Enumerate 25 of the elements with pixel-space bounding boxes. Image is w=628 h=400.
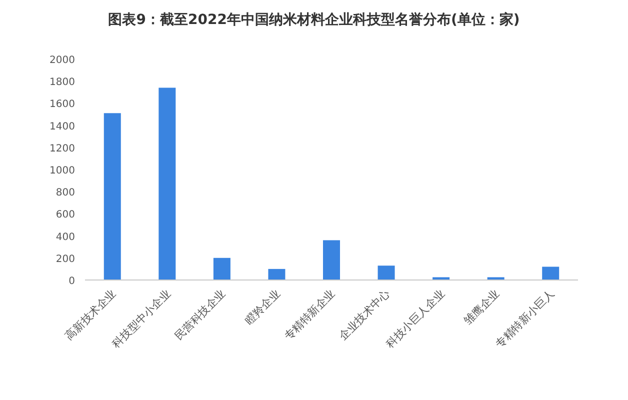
bar (487, 277, 504, 280)
y-tick-label: 1800 (50, 77, 75, 88)
y-tick-label: 800 (56, 188, 75, 199)
x-tick-label: 民营科技企业 (172, 286, 228, 343)
bar (213, 258, 230, 280)
y-tick-label: 600 (56, 210, 75, 221)
y-tick-label: 1400 (50, 121, 75, 132)
x-tick-label: 瞪羚企业 (242, 286, 283, 328)
bar (104, 113, 121, 280)
x-tick-label: 雏鹰企业 (462, 286, 502, 328)
y-tick-label: 1000 (50, 166, 75, 176)
y-tick-label: 200 (56, 254, 75, 265)
bar (323, 240, 340, 280)
bar (158, 88, 176, 280)
bar (542, 266, 560, 280)
bar (378, 266, 395, 280)
chart-title: 图表9：截至2022年中国纳米材料企业科技型名誉分布(单位：家) (108, 11, 520, 28)
y-tick-label: 400 (56, 232, 75, 243)
bar (432, 277, 450, 280)
y-tick-label: 1200 (50, 143, 75, 154)
x-tick-label: 专精特新企业 (282, 286, 338, 343)
y-tick-label: 0 (68, 276, 75, 287)
y-tick-label: 1600 (50, 99, 75, 110)
bar (268, 268, 286, 280)
y-tick-label: 2000 (50, 55, 75, 66)
